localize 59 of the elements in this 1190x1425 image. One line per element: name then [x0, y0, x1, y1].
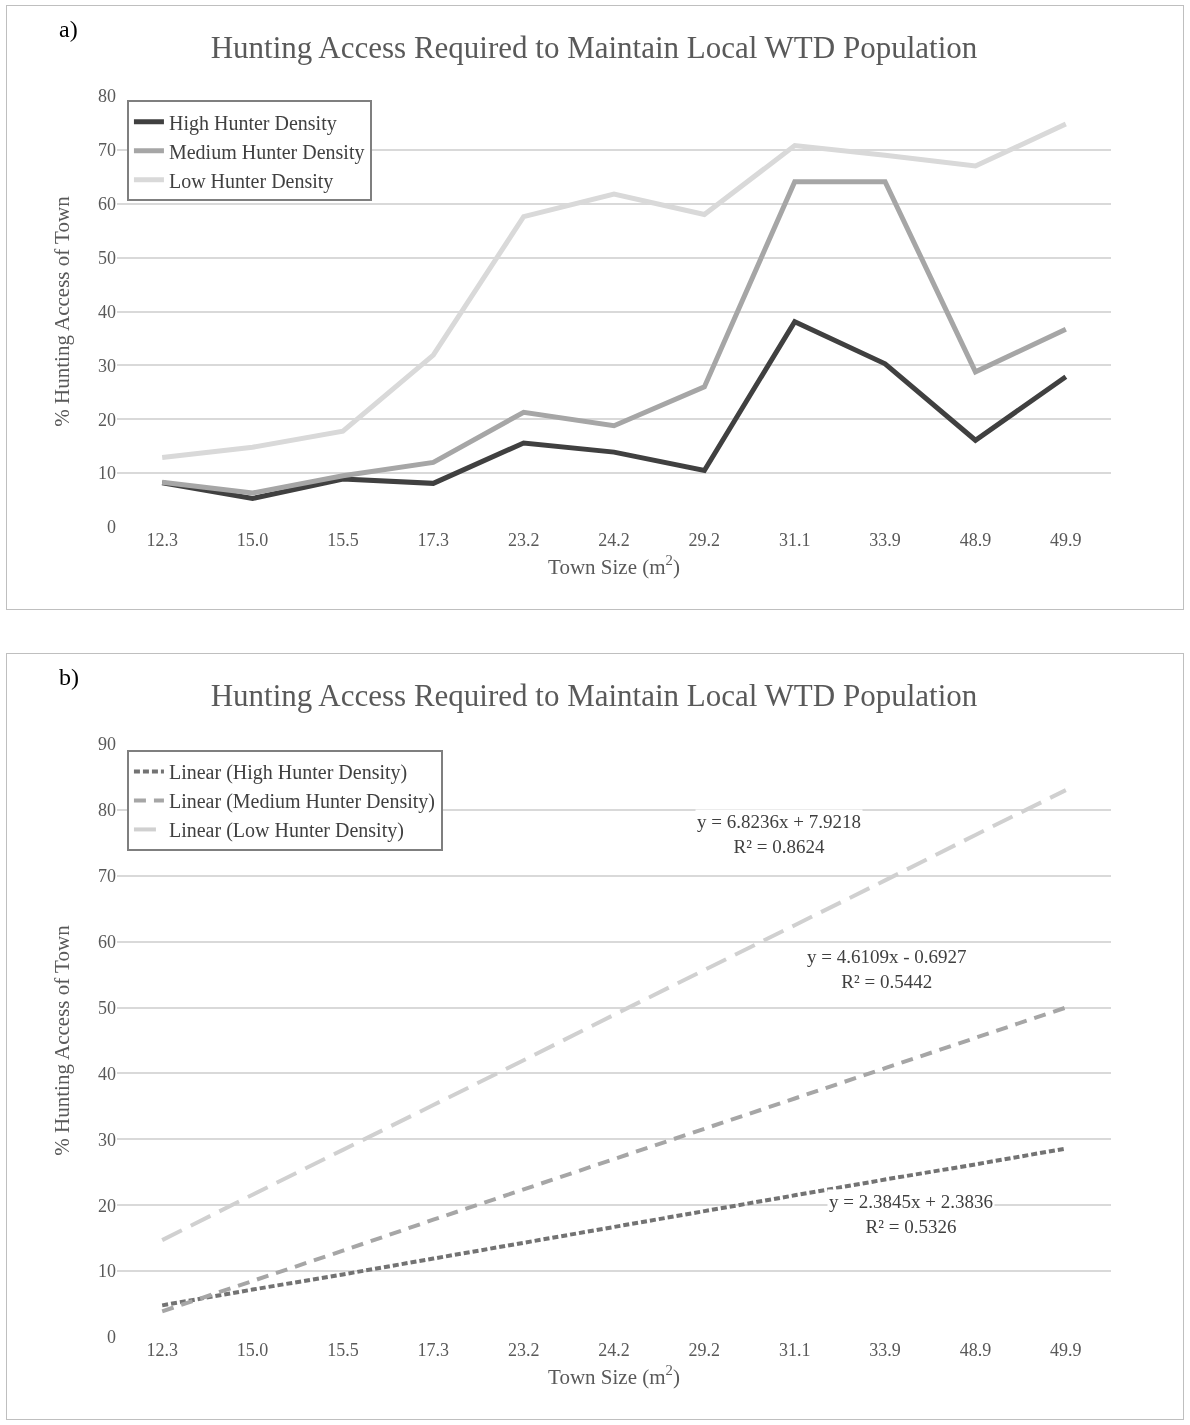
y-axis-title: % Hunting Access of Town — [50, 195, 75, 427]
y-tick-label: 20 — [98, 409, 116, 430]
y-tick-label: 40 — [98, 1063, 116, 1084]
x-tick-label: 33.9 — [869, 530, 901, 550]
x-tick-label: 31.1 — [778, 530, 811, 550]
x-tick-label: 12.3 — [146, 530, 178, 550]
x-axis-title: Town Size (m$^{2}$) — [548, 1362, 680, 1390]
x-tick-label: 15.0 — [236, 530, 269, 550]
y-tick-label: 80 — [98, 800, 116, 821]
y-tick-label: 30 — [98, 355, 116, 376]
x-tick-label: 24.2 — [598, 530, 630, 550]
y-tick-label: 50 — [98, 997, 116, 1018]
y-tick-label: 70 — [98, 140, 116, 161]
y-tick-label: 80 — [98, 86, 116, 107]
x-tick-label: 48.9 — [959, 530, 992, 550]
y-axis-title: % Hunting Access of Town — [50, 924, 75, 1156]
annotation: y = 4.6109x - 0.6927 R² = 0.5442 — [807, 946, 967, 992]
y-tick-label: 40 — [98, 301, 116, 322]
chart-title: Hunting Access Required to Maintain Local WTD Population — [210, 29, 978, 65]
legend-label: Medium Hunter Density — [168, 140, 365, 164]
annotation: y = 2.3845x + 2.3836 R² = 0.5326 — [829, 1191, 993, 1237]
x-tick-label: 48.9 — [959, 1340, 992, 1360]
legend-label: Linear (High Hunter Density) — [168, 761, 408, 785]
y-tick-label: 10 — [98, 463, 116, 484]
legend-label: Linear (Low Hunter Density) — [168, 819, 404, 843]
y-tick-label: 0 — [107, 517, 116, 538]
y-tick-label: 10 — [98, 1261, 116, 1282]
x-tick-label: 33.9 — [869, 1340, 901, 1360]
y-tick-label: 70 — [98, 866, 116, 887]
x-tick-label: 17.3 — [417, 530, 450, 550]
x-tick-label: 29.2 — [688, 1340, 721, 1360]
legend-label: High Hunter Density — [168, 111, 337, 135]
x-tick-label: 24.2 — [598, 1340, 630, 1360]
x-tick-label: 15.5 — [327, 1340, 359, 1360]
y-tick-label: 50 — [98, 247, 116, 268]
x-tick-label: 15.0 — [236, 1340, 269, 1360]
legend-label: Low Hunter Density — [168, 169, 334, 193]
x-tick-label: 17.3 — [417, 1340, 450, 1360]
y-tick-label: 90 — [98, 734, 116, 755]
x-axis-title: Town Size (m$^{2}$) — [548, 552, 680, 580]
x-tick-label: 49.9 — [1050, 1340, 1082, 1360]
line-series — [160, 1005, 1068, 1314]
annotation: y = 6.8236x + 7.9218 R² = 0.8624 — [697, 811, 861, 857]
chart-title: Hunting Access Required to Maintain Local WTD Population — [210, 677, 978, 713]
y-tick-label: 30 — [98, 1129, 116, 1150]
y-tick-label: 60 — [98, 931, 116, 952]
x-tick-label: 49.9 — [1050, 530, 1082, 550]
x-tick-label: 12.3 — [146, 1340, 178, 1360]
x-tick-label: 31.1 — [778, 1340, 811, 1360]
x-tick-label: 29.2 — [688, 530, 721, 550]
x-tick-label: 15.5 — [327, 530, 359, 550]
x-tick-label: 23.2 — [507, 530, 540, 550]
y-tick-label: 20 — [98, 1195, 116, 1216]
y-tick-label: 60 — [98, 194, 116, 215]
text: b) — [59, 664, 79, 690]
legend-label: Linear (Medium Hunter Density) — [168, 790, 435, 814]
x-tick-label: 23.2 — [507, 1340, 540, 1360]
text: a) — [59, 16, 78, 42]
y-tick-label: 0 — [107, 1327, 116, 1348]
